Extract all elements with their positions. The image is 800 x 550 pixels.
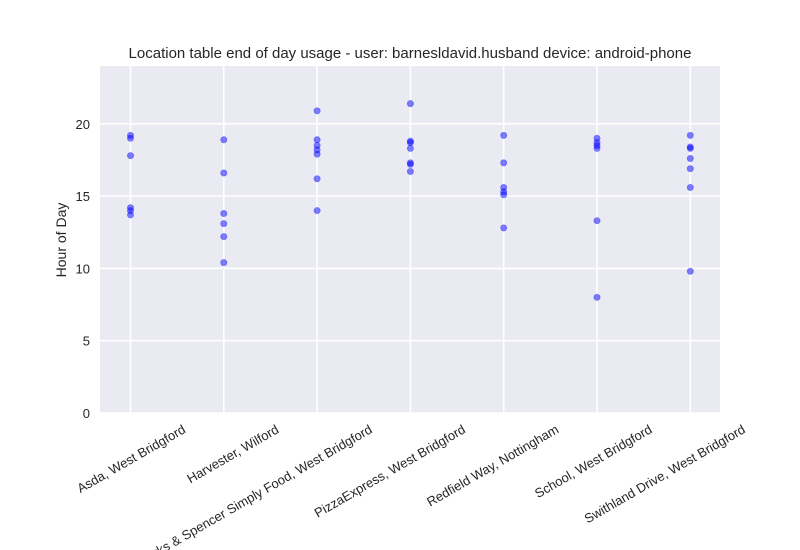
data-point xyxy=(127,134,135,142)
data-point xyxy=(500,131,508,139)
data-point xyxy=(686,144,694,152)
y-tick-label: 0 xyxy=(83,406,90,421)
data-point xyxy=(313,136,321,144)
y-axis-ticks: 0 5 10 15 20 xyxy=(76,117,90,421)
data-point xyxy=(220,209,228,217)
data-point xyxy=(686,131,694,139)
data-point xyxy=(500,224,508,232)
y-axis-label: Hour of Day xyxy=(53,203,69,278)
data-point xyxy=(500,191,508,199)
data-points xyxy=(127,100,694,301)
y-tick-label: 20 xyxy=(76,117,90,132)
x-tick-label: Swithland Drive, West Bridgford xyxy=(582,422,748,527)
data-point xyxy=(127,152,135,160)
y-tick-label: 15 xyxy=(76,189,90,204)
grid-lines xyxy=(100,66,720,414)
data-point xyxy=(220,233,228,241)
data-point xyxy=(220,220,228,228)
data-point xyxy=(593,293,601,301)
data-point xyxy=(406,139,414,147)
data-point xyxy=(406,144,414,152)
chart-title: Location table end of day usage - user: … xyxy=(129,45,692,62)
data-point xyxy=(593,217,601,225)
x-tick-label: Asda, West Bridgford xyxy=(74,422,188,496)
data-point xyxy=(313,150,321,158)
x-tick-label: Harvester, Wilford xyxy=(184,422,281,487)
y-tick-label: 10 xyxy=(76,261,90,276)
y-tick-label: 5 xyxy=(83,334,90,349)
data-point xyxy=(220,259,228,267)
data-point xyxy=(313,207,321,215)
data-point xyxy=(127,211,135,219)
data-point xyxy=(220,136,228,144)
data-point xyxy=(313,175,321,183)
data-point xyxy=(686,267,694,275)
data-point xyxy=(686,183,694,191)
data-point xyxy=(313,107,321,115)
data-point xyxy=(500,159,508,167)
data-point xyxy=(593,144,601,152)
data-point xyxy=(686,165,694,173)
data-point xyxy=(686,155,694,163)
x-tick-label: PizzaExpress, West Bridgford xyxy=(312,422,468,521)
data-point xyxy=(220,169,228,177)
data-point xyxy=(406,160,414,168)
data-point xyxy=(406,168,414,176)
data-point xyxy=(406,100,414,108)
